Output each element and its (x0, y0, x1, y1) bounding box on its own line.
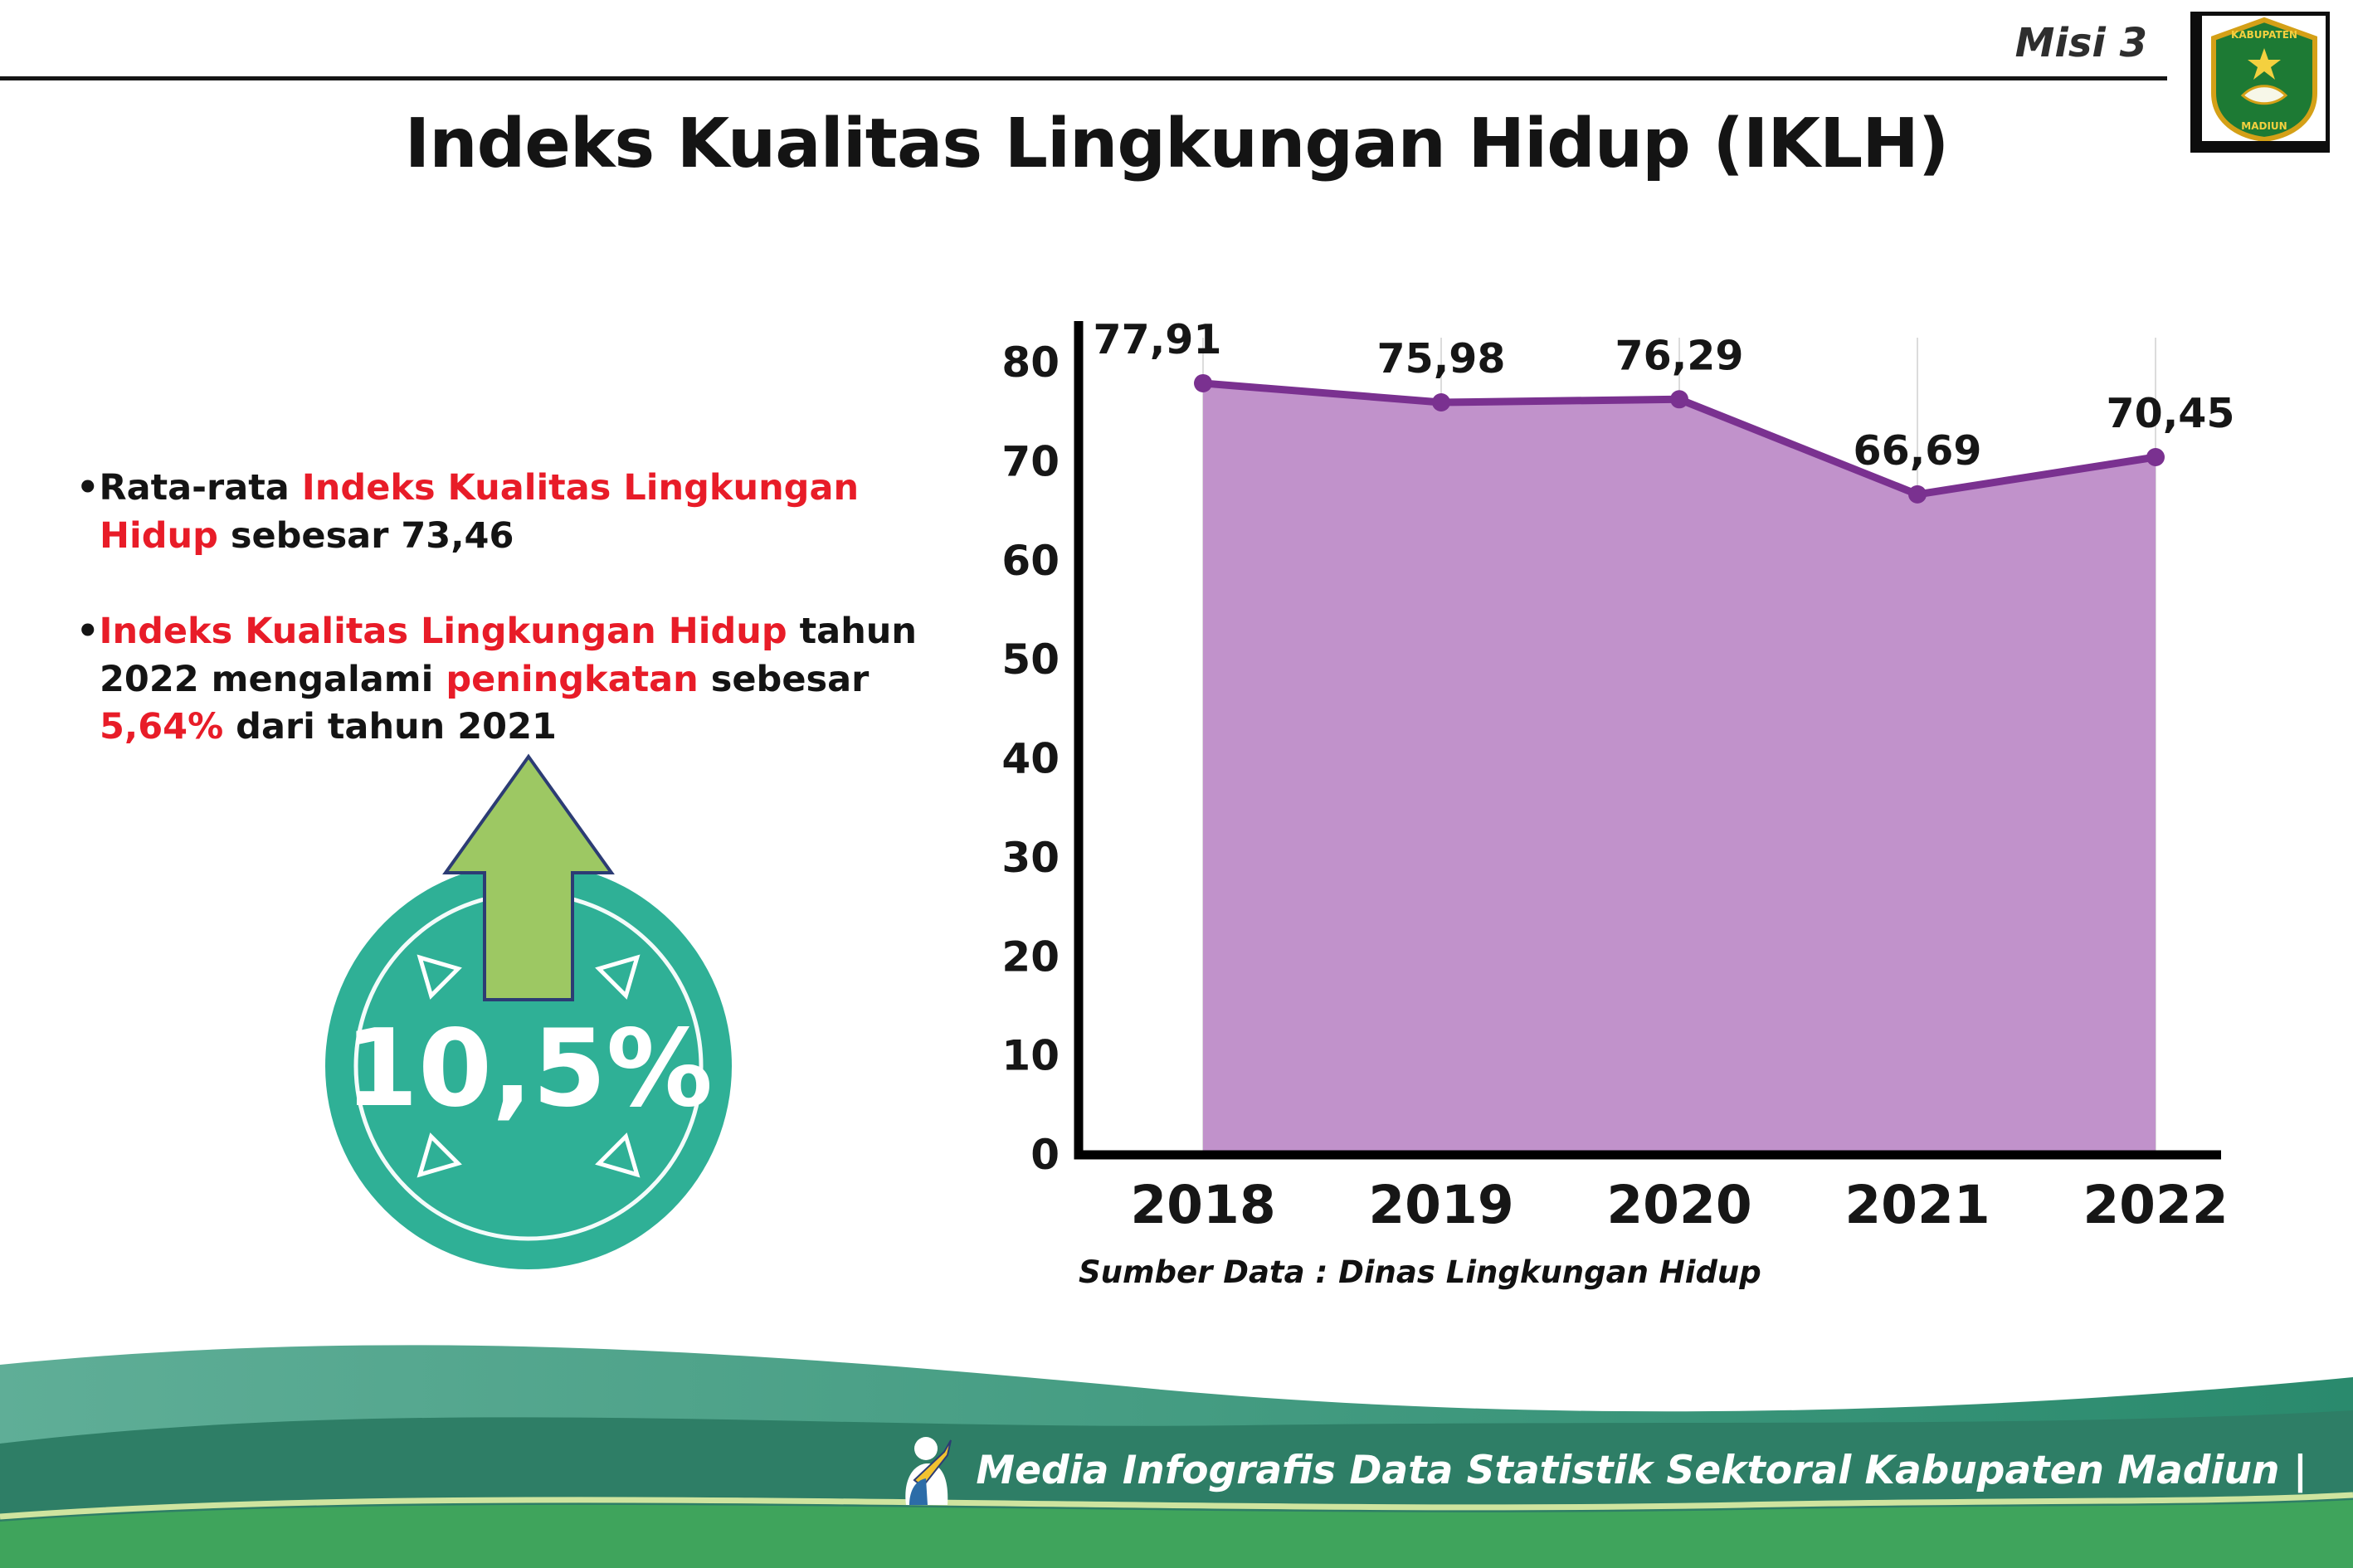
data-point (1432, 392, 1450, 411)
chart-canvas: 0 10 20 30 40 50 60 70 80 2018 2019 2020 2021 2022 77,… (1001, 316, 2235, 1235)
logo-text-bottom: MADIUN (2241, 120, 2287, 132)
bullet-icon: • (76, 467, 100, 509)
increase-badge: 10,5% (317, 747, 740, 1278)
y-tick-label: 30 (1001, 834, 1060, 882)
intro-text-block: •Rata-rata Indeks Kualitas Lingkungan Hi… (76, 465, 972, 800)
value-label: 70,45 (2107, 390, 2235, 437)
data-point (1194, 373, 1212, 392)
data-point (1908, 485, 1927, 504)
misi-label: Misi 3 (2014, 20, 2147, 66)
mascot-head (914, 1437, 938, 1460)
header-rule (0, 76, 2167, 80)
badge-triangle-icon (417, 1132, 462, 1178)
bullet2-seg2: tahun 2022 mengalami (100, 611, 918, 700)
badge-triangle-icon (595, 954, 641, 1000)
y-tick-label: 50 (1001, 635, 1060, 684)
data-point (2146, 448, 2165, 467)
data-point (1670, 390, 1688, 409)
bullet-icon: • (76, 611, 100, 653)
axis-line (1074, 321, 2221, 1160)
bullet1-seg2: Indeks Kualitas Lingkungan Hidup (100, 467, 860, 557)
bullet2-seg6: dari tahun 2021 (223, 706, 557, 748)
y-tick-label: 70 (1001, 437, 1060, 485)
logo-star-icon (2247, 47, 2281, 80)
footer-stripe (0, 1492, 2353, 1520)
data-source-caption: Sumber Data : Dinas Lingkungan Hidup (1079, 1254, 1761, 1290)
badge-circle (325, 863, 732, 1269)
value-label: 75,98 (1377, 335, 1506, 382)
page-title: Indeks Kualitas Lingkungan Hidup (IKLH) (404, 105, 1950, 183)
bullet2-seg3: peningkatan (446, 658, 699, 700)
iklh-area-chart: 0 10 20 30 40 50 60 70 80 2018 2019 2020 2021 2022 77,… (1000, 292, 2311, 1296)
value-label: 66,69 (1854, 427, 1982, 475)
x-tick-label: 2021 (1844, 1175, 1990, 1235)
y-tick-label: 40 (1001, 735, 1060, 783)
logo-shield-icon: KABUPATEN MADIUN (2210, 17, 2317, 141)
mascot-icon (905, 1437, 952, 1505)
footer-caption-text: Media Infografis Data Statistik Sektoral… (976, 1447, 2307, 1493)
value-label: 76,29 (1615, 332, 1744, 379)
footer-caption: Media Infografis Data Statistik Sektoral… (889, 1432, 2307, 1508)
badge-triangle-icon (595, 1132, 641, 1178)
bullet2-seg1: Indeks Kualitas Lingkungan Hidup (99, 611, 787, 653)
bullet-item-average: •Rata-rata Indeks Kualitas Lingkungan Hi… (76, 465, 972, 560)
x-tick-label: 2022 (2083, 1175, 2228, 1235)
badge-triangle-icon (417, 954, 462, 1000)
y-tick-label: 10 (1001, 1032, 1060, 1080)
logo-text-top: KABUPATEN (2231, 29, 2297, 41)
logo-shield-shape (2210, 17, 2317, 141)
y-tick-label: 20 (1001, 933, 1060, 981)
bullet1-seg3: sebesar 73,46 (217, 514, 514, 557)
bullet2-seg5: 5,64% (100, 706, 224, 748)
value-label: 77,91 (1094, 316, 1222, 363)
footer-waves (0, 1345, 2353, 1568)
kabupaten-madiun-logo: KABUPATEN MADIUN (2190, 12, 2330, 153)
bullet2-seg4: sebesar (698, 658, 870, 700)
bullet1-seg1: Rata-rata (99, 467, 302, 509)
y-tick-label: 60 (1001, 537, 1060, 585)
badge-triangles (417, 954, 641, 1178)
arrow-up-icon (442, 753, 615, 1001)
logo-emblem-shape (2240, 84, 2287, 105)
badge-value: 10,5% (344, 1007, 713, 1131)
y-tick-label: 0 (1030, 1131, 1060, 1179)
x-tick-label: 2020 (1606, 1175, 1751, 1235)
x-tick-label: 2019 (1368, 1175, 1513, 1235)
x-tick-label: 2018 (1130, 1175, 1275, 1235)
area-fill (1203, 382, 2156, 1156)
y-tick-label: 80 (1001, 338, 1060, 387)
bullet-item-increase: •Indeks Kualitas Lingkungan Hidup tahun … (76, 608, 972, 752)
increase-badge-graphic: 10,5% (325, 753, 732, 1269)
footer-wave-front (0, 1500, 2353, 1568)
mascot-sash (909, 1478, 928, 1505)
